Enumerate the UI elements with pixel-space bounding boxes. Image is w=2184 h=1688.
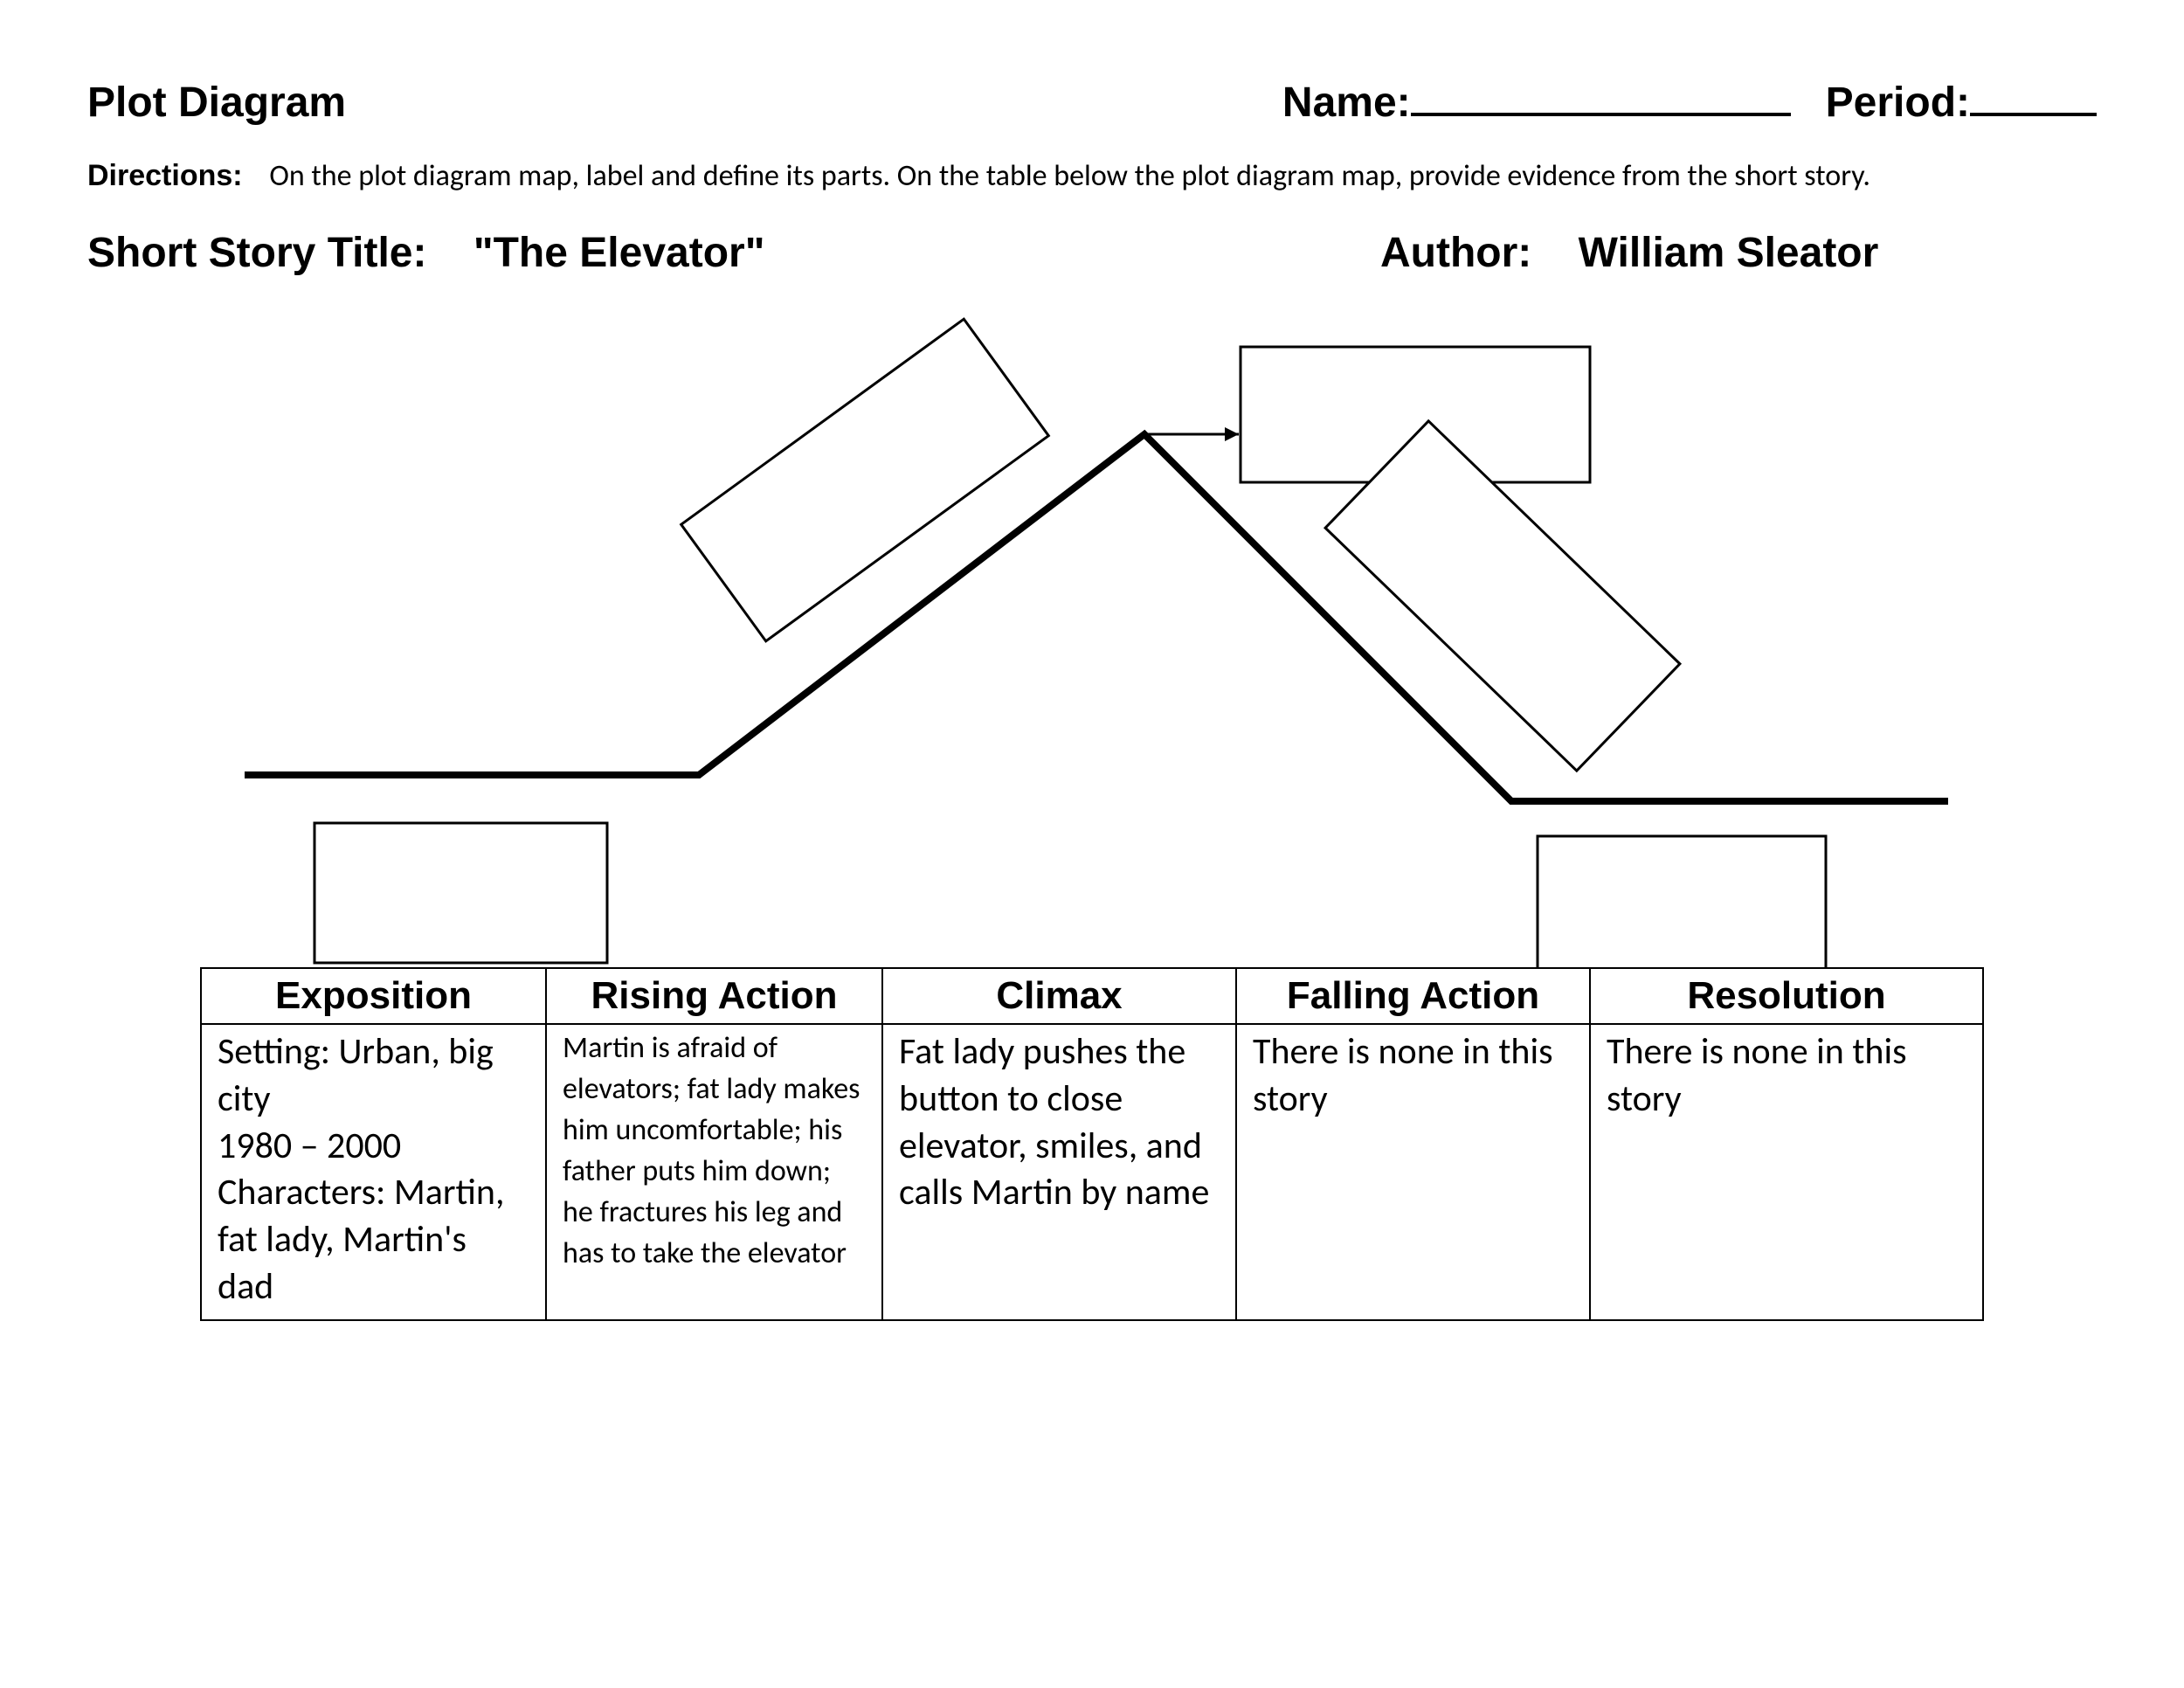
story-title: Short Story Title: "The Elevator" [87,229,1380,277]
page-title: Plot Diagram [87,79,346,127]
worksheet-page: Plot Diagram Name: Period: Directions: O… [0,0,2184,1688]
story-author: Author: William Sleator [1380,229,2097,277]
name-blank[interactable] [1411,79,1791,116]
col-header-rising_action: Rising Action [546,968,882,1024]
cell-falling_action: There is none in this story [1236,1024,1590,1320]
story-title-label: Short Story Title: [87,230,426,276]
period-field: Period: [1826,79,2097,127]
plot-line [245,434,1948,801]
story-title-value: "The Elevator" [473,230,765,276]
cell-resolution: There is none in this story [1590,1024,1983,1320]
name-field: Name: [1282,79,1791,127]
resolution-box[interactable] [1538,836,1826,967]
col-header-resolution: Resolution [1590,968,1983,1024]
period-label: Period: [1826,80,1970,126]
header-row: Plot Diagram Name: Period: [87,79,2097,127]
cell-exposition: Setting: Urban, big city1980 – 2000Chara… [201,1024,546,1320]
plot-diagram-svg [87,286,2097,967]
period-blank[interactable] [1970,79,2097,116]
plot-table: ExpositionRising ActionClimaxFalling Act… [200,967,1984,1321]
story-info-row: Short Story Title: "The Elevator" Author… [87,229,2097,277]
author-label: Author: [1380,230,1531,276]
plot-diagram [87,286,2097,967]
cell-climax: Fat lady pushes the button to close elev… [882,1024,1236,1320]
climax-arrow-head [1225,427,1239,441]
col-header-climax: Climax [882,968,1236,1024]
author-value: William Sleator [1579,230,1879,276]
cell-rising_action: Martin is afraid of elevators; fat lady … [546,1024,882,1320]
table-body-row: Setting: Urban, big city1980 – 2000Chara… [201,1024,1983,1320]
rising-action-box[interactable] [681,319,1049,641]
exposition-box[interactable] [314,823,607,963]
directions-label: Directions: [87,159,243,192]
table-header-row: ExpositionRising ActionClimaxFalling Act… [201,968,1983,1024]
col-header-falling_action: Falling Action [1236,968,1590,1024]
col-header-exposition: Exposition [201,968,546,1024]
header-right: Name: Period: [1282,79,2097,127]
directions-text: On the plot diagram map, label and defin… [269,158,1870,194]
name-label: Name: [1282,80,1411,126]
directions-row: Directions: On the plot diagram map, lab… [87,158,2097,194]
